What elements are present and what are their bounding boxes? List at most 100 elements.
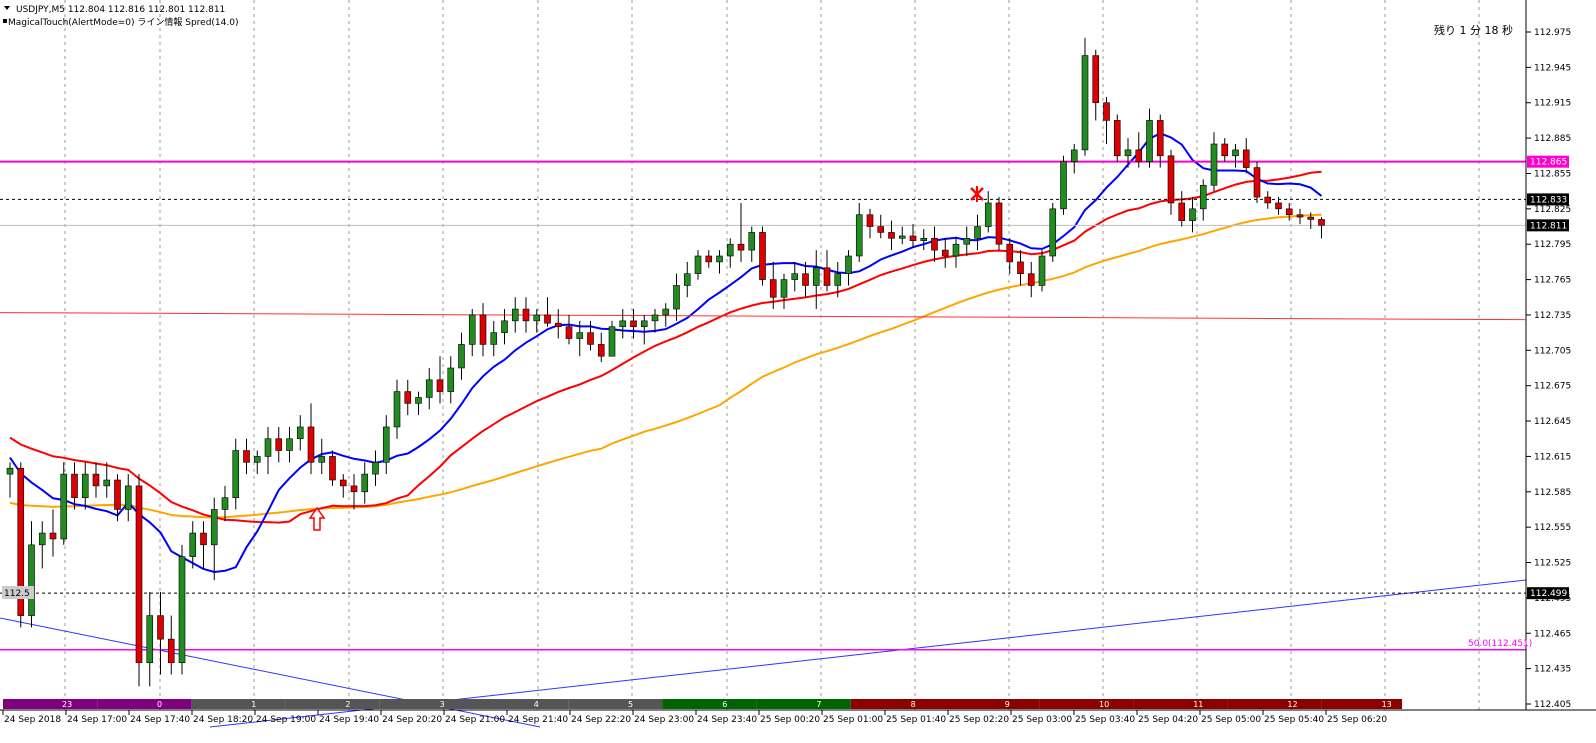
candle (716, 250, 723, 274)
candle (554, 309, 562, 339)
candle (1124, 138, 1132, 168)
hour-label: 7 (816, 700, 821, 709)
candle (221, 485, 229, 522)
candle (382, 415, 390, 475)
candle (1092, 49, 1100, 121)
hour-segment (285, 699, 380, 709)
candle (920, 228, 928, 251)
symbol-info: USDJPY,M5 112.804 112.816 112.801 112.81… (16, 5, 225, 15)
candle (587, 320, 594, 351)
candle (307, 403, 315, 475)
price-tick-label: 112.795 (1534, 240, 1571, 250)
candle (124, 474, 132, 522)
candle (372, 450, 379, 486)
candle (1199, 179, 1207, 221)
candle (694, 250, 702, 280)
candle (511, 297, 519, 333)
fibo-level-label: 50.0(112.451) (1468, 639, 1532, 649)
price-tick-label: 112.405 (1534, 700, 1571, 710)
price-tick-label: 112.855 (1534, 169, 1571, 179)
candle (425, 368, 433, 410)
price-tag-support: 112.499 (1530, 589, 1567, 599)
horizontal-lines[interactable] (0, 160, 1527, 651)
indicator-info: MagicalTouch(AlertMode=0) ライン情報 Spred(14… (8, 16, 239, 28)
hour-label: 1 (251, 700, 256, 709)
hour-label: 2 (345, 700, 350, 709)
hour-label: 13 (1382, 700, 1392, 709)
price-tag-dotted-level: 112.833 (1530, 195, 1567, 205)
time-label: 24 Sep 17:40 (130, 715, 190, 725)
red-trendline[interactable] (0, 312, 1527, 321)
candles (6, 37, 1325, 687)
candle (6, 462, 14, 498)
bar-countdown: 残り 1 分 18 秒 (1434, 23, 1513, 37)
candle (1006, 238, 1014, 274)
candle (468, 309, 476, 357)
candle (1070, 144, 1078, 174)
collapse-triangle-icon[interactable] (4, 6, 10, 10)
candle (1027, 261, 1035, 298)
candle (1221, 138, 1229, 162)
hour-label: 5 (628, 700, 633, 709)
candle (1189, 197, 1196, 233)
hour-label: 3 (440, 700, 445, 709)
price-tag-current-price: 112.811 (1530, 221, 1567, 231)
time-label: 24 Sep 21:40 (508, 715, 568, 725)
price-tag-bg (1527, 587, 1569, 600)
hour-label: 11 (1193, 700, 1203, 709)
hour-label: 9 (1005, 700, 1010, 709)
hour-segment (1321, 699, 1402, 709)
candle (823, 250, 831, 292)
candle (662, 303, 670, 327)
candle (877, 214, 885, 239)
candle (1156, 114, 1164, 168)
hour-segment (756, 699, 851, 709)
time-label: 25 Sep 02:20 (949, 715, 1009, 725)
candle (1264, 191, 1272, 209)
candle (759, 226, 766, 286)
ma-slow-line (9, 213, 1322, 519)
candle (726, 238, 734, 268)
candle (28, 521, 35, 628)
buy-signal-arrow-icon (308, 506, 326, 531)
candle (640, 314, 648, 345)
sell-signal-icon (970, 186, 984, 202)
candle (952, 238, 960, 268)
candle (103, 462, 111, 498)
candle (329, 450, 336, 486)
time-label: 25 Sep 00:20 (760, 715, 820, 725)
price-tick-label: 112.915 (1534, 99, 1571, 109)
candle (1275, 197, 1282, 215)
time-axis[interactable]: 24 Sep 2018 24 Sep 17:00 24 Sep 17:40 24 Se… (2, 710, 1387, 725)
candle (974, 214, 981, 251)
candle (253, 450, 261, 475)
candle (565, 314, 573, 345)
candle (995, 197, 1003, 251)
candle (1113, 114, 1121, 162)
candle (243, 438, 250, 475)
candle (318, 438, 326, 475)
price-tick-label: 112.585 (1534, 488, 1571, 498)
candle (178, 544, 186, 675)
candle (866, 208, 874, 239)
price-tag-resistance: 112.865 (1530, 158, 1567, 168)
time-label: 24 Sep 23:40 (697, 715, 757, 725)
candle (651, 309, 659, 333)
hour-segment (97, 699, 192, 709)
candle (941, 238, 949, 268)
time-label: 25 Sep 05:00 (1201, 715, 1261, 725)
price-tick-label: 112.765 (1534, 276, 1571, 286)
time-label: 24 Sep 19:00 (256, 715, 316, 725)
hour-segment (3, 699, 98, 709)
time-label: 25 Sep 03:40 (1075, 715, 1135, 725)
candle (361, 462, 369, 504)
hour-segment (191, 699, 286, 709)
time-label: 25 Sep 05:40 (1264, 715, 1324, 725)
candle (71, 462, 78, 510)
candle (909, 224, 917, 248)
candle (135, 474, 143, 687)
candle (1242, 138, 1250, 174)
price-tag-bg (1527, 193, 1569, 206)
candle (296, 415, 304, 451)
